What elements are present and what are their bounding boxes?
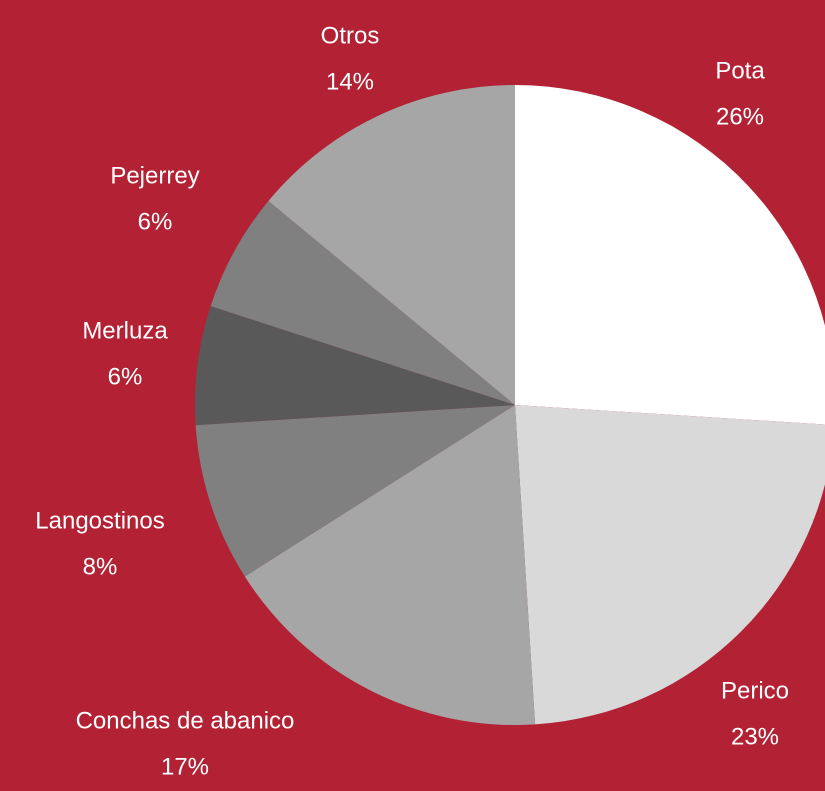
pie-slice: [210, 201, 515, 405]
pie-slice: [195, 306, 515, 426]
slice-value-label: 17%: [161, 753, 209, 780]
slice-label: Conchas de abanico: [76, 707, 295, 734]
slice-value-label: 26%: [716, 103, 764, 130]
slice-label: Pota: [715, 57, 765, 84]
pie-slice: [515, 405, 825, 725]
slice-label: Merluza: [82, 317, 168, 344]
slice-label: Otros: [321, 22, 380, 49]
pie-slice: [244, 405, 536, 725]
slice-value-label: 8%: [83, 553, 118, 580]
pie-slice: [515, 85, 825, 425]
slice-label: Pejerrey: [110, 162, 199, 189]
slice-value-label: 14%: [326, 68, 374, 95]
slice-value-label: 23%: [731, 723, 779, 750]
slice-value-label: 6%: [138, 208, 173, 235]
pie-slice: [195, 405, 515, 577]
slice-label: Langostinos: [35, 507, 164, 534]
slice-value-label: 6%: [108, 363, 143, 390]
pie-slice: [268, 85, 515, 405]
slice-label: Perico: [721, 677, 789, 704]
